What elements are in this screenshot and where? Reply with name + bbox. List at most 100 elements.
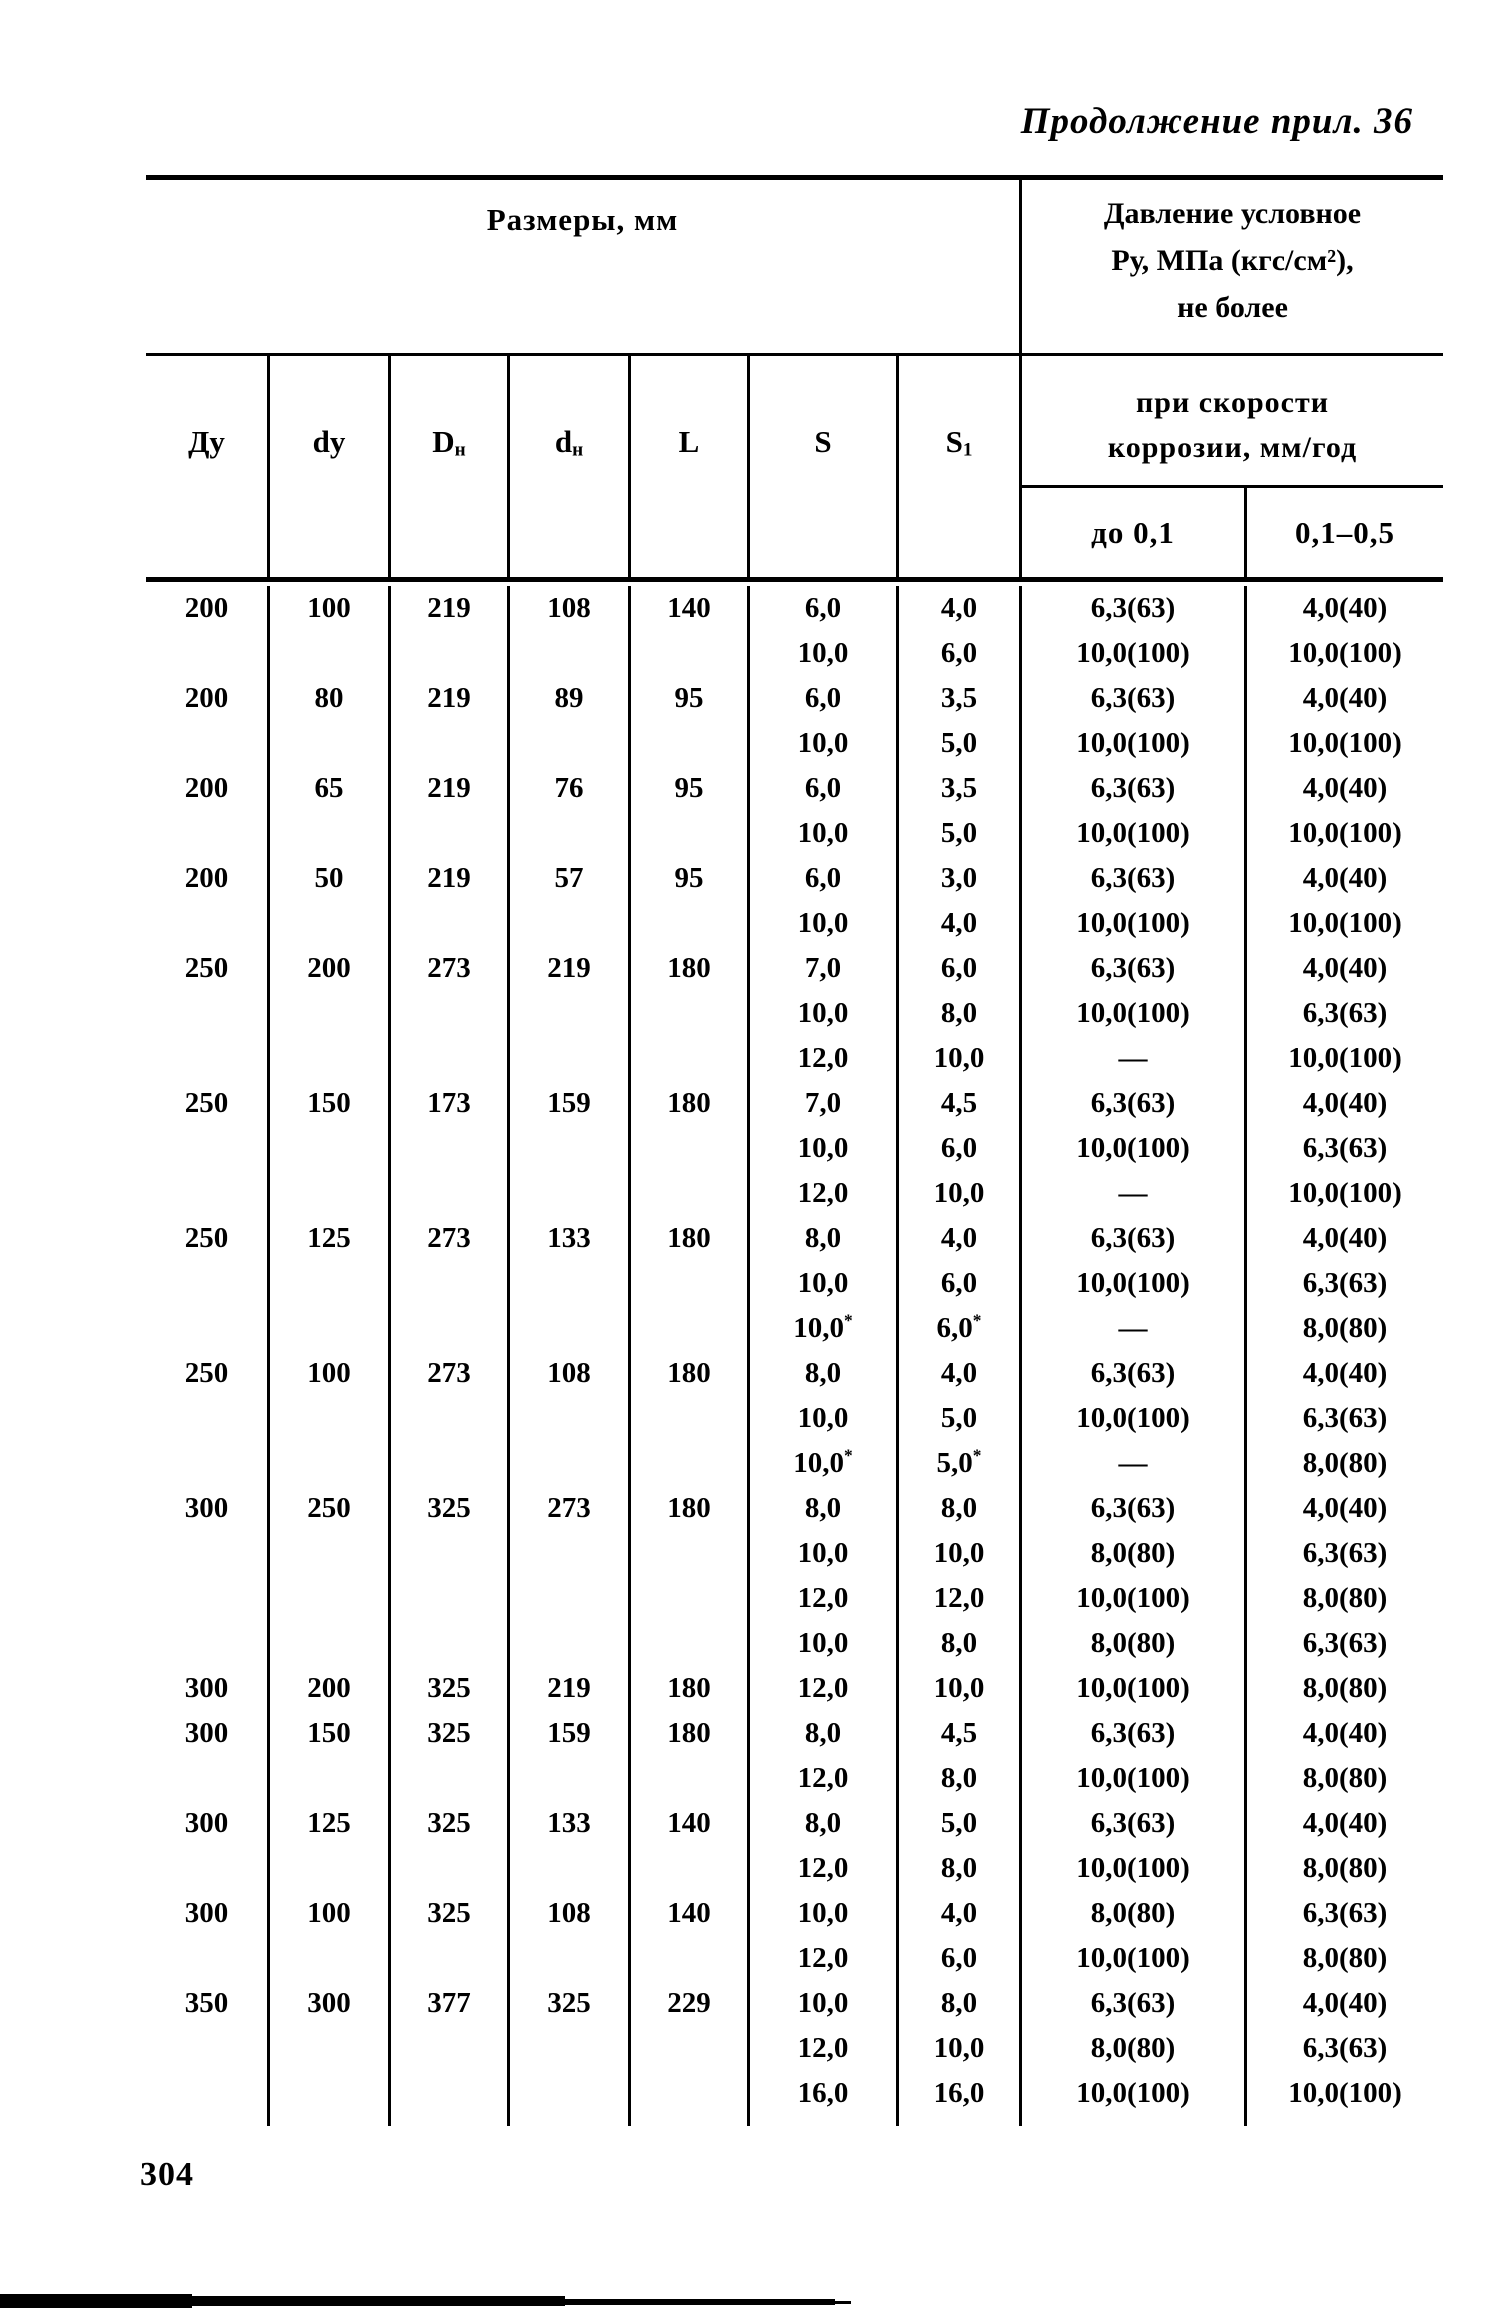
cell: [146, 811, 270, 856]
scan-edge-artifact: [835, 2301, 851, 2304]
cell: [270, 1036, 391, 1081]
cell: 10,0: [750, 991, 899, 1036]
table-row: 12,0 12,0 10,0(100) 8,0(80): [146, 1576, 1443, 1621]
cell: [631, 1036, 750, 1081]
cell: 8,0: [750, 1711, 899, 1756]
cell: 6,0: [899, 1936, 1022, 1981]
cell: 325: [391, 1486, 510, 1531]
cell: [510, 1756, 631, 1801]
cell: [631, 1621, 750, 1666]
cell: [631, 1441, 750, 1486]
cell: [146, 1576, 270, 1621]
cell: 4,0: [899, 586, 1022, 631]
cell: [146, 1126, 270, 1171]
cell: 4,0(40): [1302, 592, 1388, 624]
cell: 100: [270, 1891, 391, 1936]
cell: [270, 1621, 391, 1666]
cell: [510, 1171, 631, 1216]
cell: 10,0(100): [1022, 991, 1247, 1036]
col-header-du: Ду: [146, 356, 270, 577]
col-header-s: S: [750, 356, 899, 577]
cell: 4,0(40): [1302, 772, 1388, 804]
cell: [270, 1576, 391, 1621]
cell: 4,0(40): [1302, 1087, 1388, 1119]
cell: 300: [146, 1666, 270, 1711]
table-row: 300 125 325 133 140 8,0 5,0 6,3(63) 4,0(40): [146, 1801, 1443, 1846]
table-row: 300 200 325 219 180 12,0 10,0 10,0(100) 8,0(80): [146, 1666, 1443, 1711]
cell: 10,0: [899, 1531, 1022, 1576]
cell: 6,3(63): [1022, 946, 1247, 991]
sizes-title: Размеры, мм: [486, 202, 679, 237]
cell: [146, 1846, 270, 1891]
cell: [1022, 2116, 1247, 2126]
cell: [510, 991, 631, 1036]
cell: [631, 1576, 750, 1621]
corrosion-subcolumns: до 0,1 0,1–0,5: [1022, 488, 1443, 577]
cell: [631, 1126, 750, 1171]
cell: 10,0(100): [1022, 1396, 1247, 1441]
cell: [270, 1531, 391, 1576]
cell: 273: [510, 1486, 631, 1531]
cell: 8,0: [899, 991, 1022, 1036]
cell: [631, 1531, 750, 1576]
cell: [631, 2071, 750, 2116]
pressure-header-cell: Давление условное Ру, МПа (кгс/см²), не …: [1022, 180, 1443, 353]
cell: 8,0: [899, 1846, 1022, 1891]
table-row: 10,0 8,0 8,0(80) 6,3(63): [146, 1621, 1443, 1666]
table-row: 10,0 8,0 10,0(100) 6,3(63): [146, 991, 1443, 1036]
cell: 325: [391, 1801, 510, 1846]
cell: 6,3(63): [1022, 676, 1247, 721]
cell: [510, 1306, 631, 1351]
table-row: 10,0 6,0 10,0(100) 10,0(100): [146, 631, 1443, 676]
cell: [270, 2071, 391, 2116]
cell: 8,0(80): [1302, 1582, 1388, 1614]
cell: 159: [510, 1081, 631, 1126]
cell: 8,0: [750, 1351, 899, 1396]
table-header-columns: Ду dy Dн dн L S S1 при скорости коррозии…: [146, 356, 1443, 582]
cell: [146, 1621, 270, 1666]
continuation-heading: Продолжение прил. 36: [1020, 101, 1413, 142]
cell: [631, 1846, 750, 1891]
table-body: 200 100 219 108 140 6,0 4,0 6,3(63) 4,0(40) 10,0 6…: [146, 582, 1443, 2126]
col-header-l: L: [631, 356, 750, 577]
cell: 4,0(40): [1302, 1807, 1388, 1839]
cell: [391, 2071, 510, 2116]
cell: 8,0: [750, 1801, 899, 1846]
cell: 10,0: [899, 1171, 1022, 1216]
cell: 4,0: [899, 1351, 1022, 1396]
table-row: 200 65 219 76 95 6,0 3,5 6,3(63) 4,0(40): [146, 766, 1443, 811]
cell: 4,0: [899, 901, 1022, 946]
cell: 6,3(63): [1022, 1081, 1247, 1126]
cell: 200: [146, 586, 270, 631]
cell: [510, 721, 631, 766]
col-header-corrosion-high: 0,1–0,5: [1295, 514, 1395, 550]
cell: 10,0: [750, 1126, 899, 1171]
cell: 4,0(40): [1302, 1357, 1388, 1389]
cell: 10,0(100): [1022, 901, 1247, 946]
table-row: 12,0 6,0 10,0(100) 8,0(80): [146, 1936, 1443, 1981]
table-row: 300 250 325 273 180 8,0 8,0 6,3(63) 4,0(40): [146, 1486, 1443, 1531]
cell: [631, 631, 750, 676]
cell: [270, 1171, 391, 1216]
cell: [631, 2116, 750, 2126]
cell: 6,0: [899, 1261, 1022, 1306]
cell: [270, 721, 391, 766]
cell: 8,0: [899, 1621, 1022, 1666]
cell: 10,0(100): [1022, 1261, 1247, 1306]
cell: [270, 991, 391, 1036]
cell: 4,0(40): [1302, 682, 1388, 714]
cell: 10,0(100): [1022, 1756, 1247, 1801]
cell: [510, 2026, 631, 2071]
cell: 89: [510, 676, 631, 721]
cell: 4,0(40): [1302, 1492, 1388, 1524]
cell: 325: [391, 1711, 510, 1756]
cell: 8,0: [750, 1216, 899, 1261]
cell: 10,0: [750, 631, 899, 676]
cell: 10,0(100): [1022, 1576, 1247, 1621]
cell: 8,0: [750, 1486, 899, 1531]
cell: [391, 1846, 510, 1891]
cell: 108: [510, 1891, 631, 1936]
cell: 8,0(80): [1302, 1942, 1388, 1974]
cell: [510, 2071, 631, 2116]
cell: [631, 1171, 750, 1216]
